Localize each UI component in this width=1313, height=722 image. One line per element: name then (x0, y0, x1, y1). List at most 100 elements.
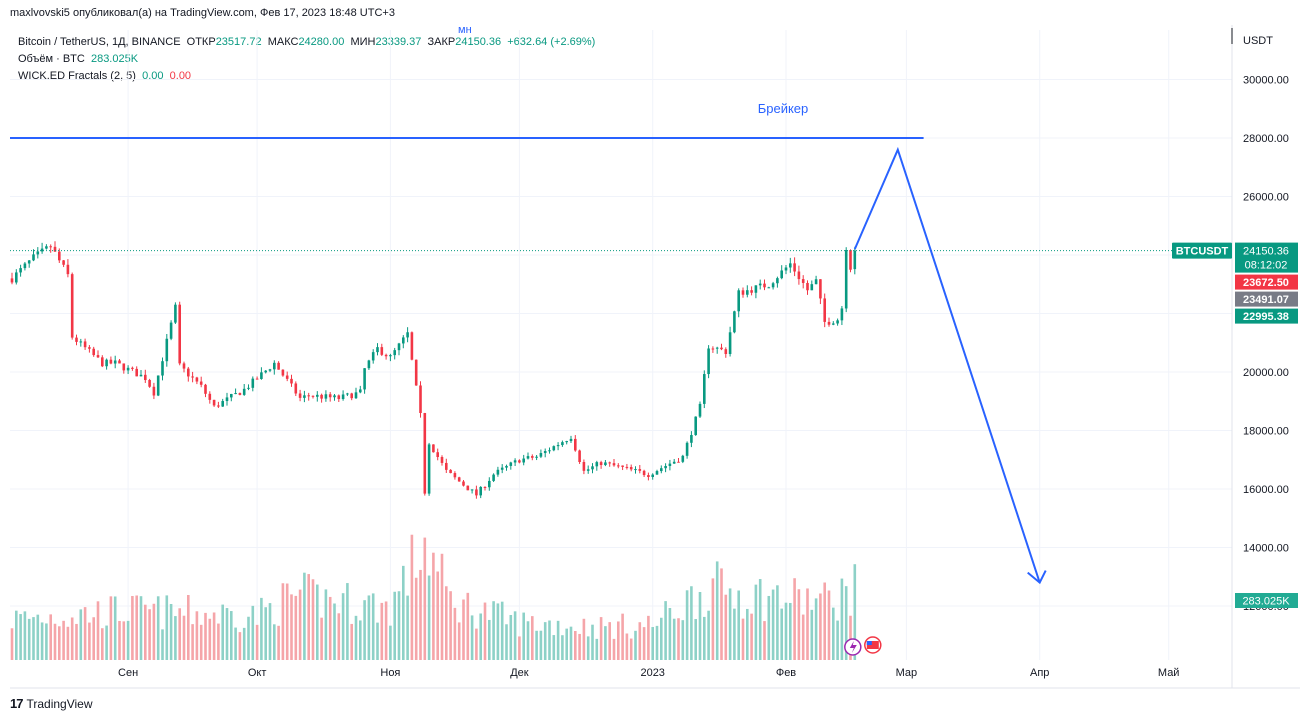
volume-bar (586, 636, 590, 660)
candle-body (380, 347, 384, 355)
candle-body (23, 263, 27, 269)
candle-body (161, 361, 164, 376)
volume-bar (169, 603, 173, 660)
candle-body (449, 469, 452, 474)
volume-bar (488, 619, 491, 660)
volume-bar (109, 596, 113, 660)
candle-body (217, 405, 220, 407)
y-tick-label: 16000.00 (1243, 484, 1289, 496)
volume-bar (15, 610, 18, 660)
volume-bar (389, 625, 392, 660)
volume-bar (371, 593, 375, 660)
volume-bar (384, 601, 388, 660)
volume-bar (337, 613, 341, 660)
volume-bar (595, 638, 599, 660)
volume-bar (294, 595, 298, 660)
volume-bar (457, 622, 461, 660)
volume-bar (651, 627, 654, 660)
candle-body (758, 283, 762, 286)
volume-bar (677, 618, 680, 660)
high-label: МАКС (267, 36, 299, 48)
candle-body (187, 368, 190, 377)
volume-bar (178, 608, 181, 660)
candle-body (208, 393, 212, 400)
volume-bar (105, 625, 108, 660)
candle-body (156, 375, 160, 396)
candle-body (178, 304, 181, 364)
volume-bar (565, 628, 568, 660)
candle-body (724, 349, 728, 354)
candle-body (251, 378, 255, 388)
volume-bar (307, 574, 310, 660)
candle-body (165, 338, 169, 362)
candle-body (234, 393, 237, 395)
volume-bar (479, 613, 482, 660)
volume-bar (118, 620, 121, 660)
candle-body (733, 311, 736, 333)
candle-body (509, 462, 513, 466)
legend-volume-row[interactable]: Объём · BTC 283.025K (18, 51, 595, 68)
candle-body (853, 250, 857, 270)
candle-body (152, 386, 156, 396)
volume-bar (668, 607, 672, 660)
volume-bar (625, 633, 629, 660)
volume-bar (242, 627, 246, 660)
candle-body (75, 337, 78, 342)
volume-tag-bg (1235, 593, 1298, 608)
legend-symbol-row[interactable]: Bitcoin / TetherUS, 1Д, BINANCE ОТКР2351… (18, 34, 595, 51)
volume-bar (543, 622, 547, 660)
x-tick-label: Окт (248, 667, 267, 679)
candle-body (707, 348, 710, 375)
volume-bar (801, 614, 805, 660)
candle-body (629, 467, 633, 470)
symbol-title: Bitcoin / TetherUS, 1Д, BINANCE (18, 36, 181, 48)
candle-body (101, 357, 104, 367)
candle-body (771, 283, 775, 288)
volume-bar (23, 611, 27, 660)
y-tick-label: 26000.00 (1243, 192, 1289, 204)
volume-bar (496, 603, 500, 660)
candle-body (359, 389, 362, 393)
change-value: +632.64 (+2.69%) (507, 36, 596, 48)
candle-body (754, 285, 758, 293)
last-price-tag: 24150.36 (1243, 246, 1289, 258)
candle-body (88, 347, 91, 349)
candle-body (586, 469, 590, 471)
volume-bar (832, 607, 835, 660)
candle-body (174, 304, 177, 323)
volume-bar (462, 599, 465, 660)
volume-bar (707, 610, 710, 660)
candle-body (827, 321, 831, 325)
candle-body (642, 470, 646, 476)
projection-arrowhead (1027, 570, 1047, 585)
volume-bar (341, 593, 345, 660)
candle-body (475, 489, 478, 496)
tradingview-logo[interactable]: 17 TradingView (10, 696, 93, 711)
candle-body (337, 395, 341, 400)
volume-value: 283.025K (90, 53, 139, 65)
candle-body (45, 246, 48, 249)
candle-body (612, 463, 616, 466)
volume-bar (324, 589, 328, 660)
candle-body (685, 442, 689, 456)
volume-bar (836, 620, 839, 660)
level-tag: 23672.50 (1243, 277, 1289, 289)
candle-body (419, 385, 422, 414)
volume-bar (427, 575, 431, 660)
low-label: МИН (350, 36, 376, 48)
open-label: ОТКР (186, 36, 216, 48)
volume-bar (195, 611, 199, 660)
candle-body (311, 395, 315, 397)
volume-bar (251, 605, 255, 660)
volume-bar (453, 607, 457, 660)
candle-body (118, 360, 121, 364)
candle-body (277, 362, 280, 370)
candle-body (242, 388, 246, 395)
volume-bar (122, 621, 126, 660)
symbol-tag-bg (1172, 242, 1232, 259)
candle-body (569, 438, 573, 442)
tradingview-brand: TradingView (26, 696, 93, 711)
candle-body (832, 323, 835, 325)
candle-body (496, 469, 500, 475)
